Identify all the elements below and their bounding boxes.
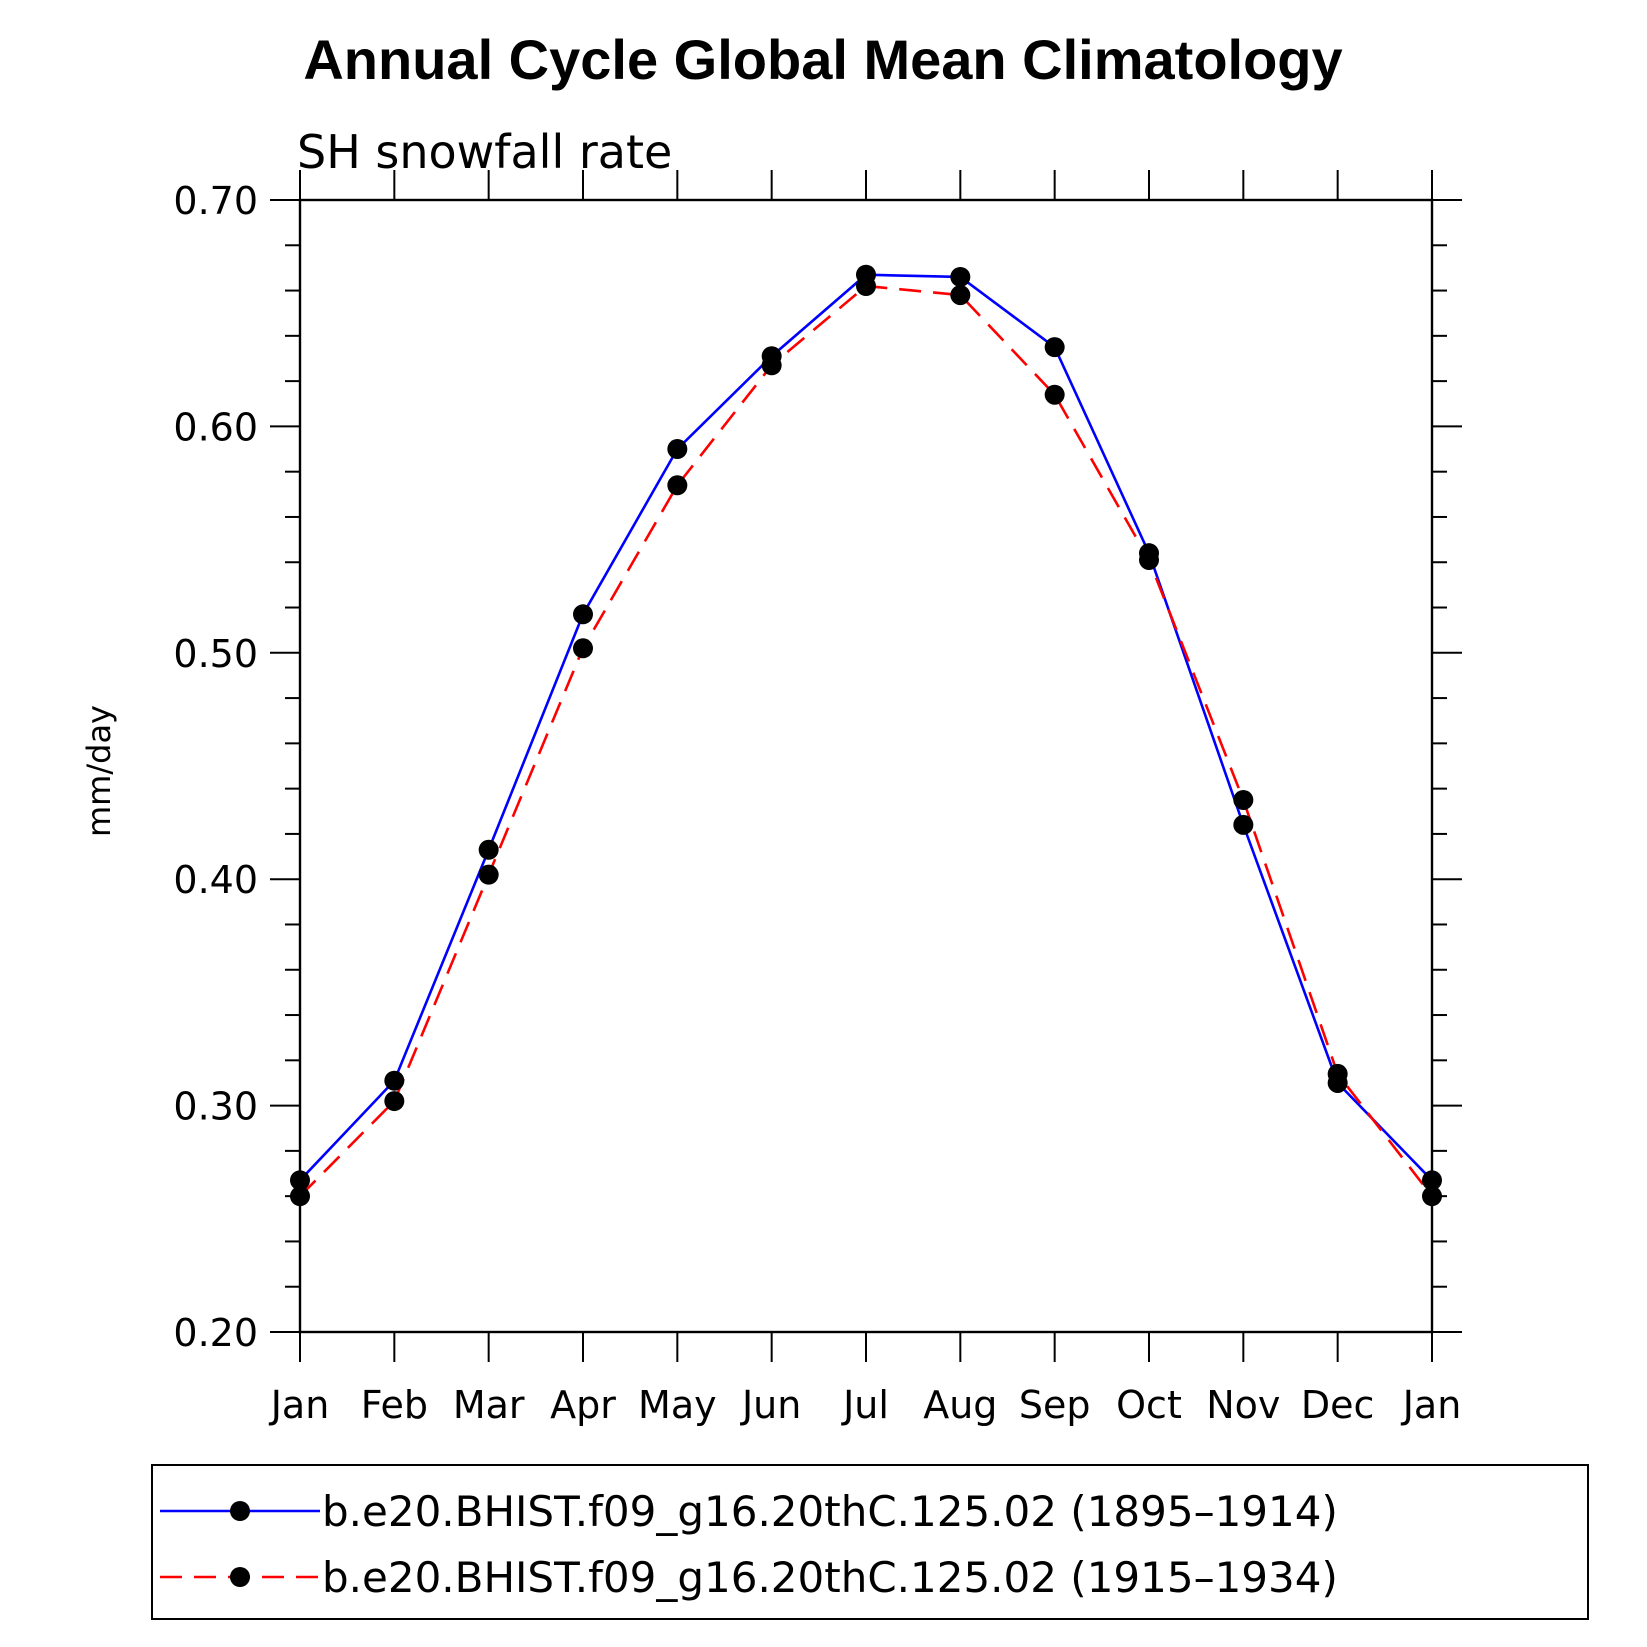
x-tick-label: Nov — [1206, 1383, 1280, 1427]
data-point-series-1: Feb: 0.311 — [384, 1070, 405, 1091]
data-point-series-2: Jan: 0.26 — [290, 1186, 310, 1207]
data-point-series-2: Sep: 0.614 — [1044, 384, 1065, 405]
data-point-series-2: Mar: 0.402 — [478, 864, 499, 885]
data-point-series-2: Dec: 0.314 — [1327, 1063, 1348, 1084]
plot-frame — [298, 198, 1434, 1334]
legend-box — [151, 1464, 1589, 1620]
chart-subtitle: SH snowfall rate — [297, 125, 672, 179]
data-point-series-1: Jan: 0.267 — [1422, 1170, 1442, 1191]
y-tick-label: 0.60 — [173, 405, 258, 449]
data-point-series-2: Jul: 0.662 — [856, 276, 876, 297]
data-point-series-1: Nov: 0.424 — [1233, 814, 1254, 835]
y-tick-label: 0.20 — [173, 1311, 258, 1355]
legend-marker-series-1 — [230, 1501, 250, 1521]
y-tick-label: 0.70 — [173, 179, 258, 223]
x-tick-label: Aug — [923, 1383, 997, 1427]
y-tick-label: 0.30 — [173, 1085, 258, 1129]
x-tick-label: Oct — [1116, 1383, 1182, 1427]
x-tick-label: May — [638, 1383, 717, 1427]
data-point-series-2: Jan: 0.26 — [1422, 1186, 1442, 1207]
data-point-series-2: Apr: 0.502 — [573, 638, 593, 659]
x-tick-label: Dec — [1301, 1383, 1375, 1427]
data-point-series-2: May: 0.574 — [667, 475, 688, 496]
x-tick-label: Mar — [453, 1383, 525, 1427]
data-point-series-2: Oct: 0.541 — [1139, 549, 1159, 570]
y-axis-label: mm/day — [80, 705, 118, 837]
data-point-series-1: May: 0.59 — [667, 439, 688, 460]
x-tick-label: Apr — [550, 1383, 616, 1427]
y-tick-label: 0.50 — [173, 632, 258, 676]
data-point-series-2: Nov: 0.435 — [1233, 789, 1254, 810]
x-tick-label: Sep — [1019, 1383, 1091, 1427]
data-point-series-1: Apr: 0.517 — [573, 604, 593, 625]
x-tick-label: Jan — [1401, 1383, 1462, 1427]
legend-label-series-2: b.e20.BHIST.f09_g16.20thC.125.02 (1915–1… — [322, 1553, 1338, 1602]
data-point-series-1: Jan: 0.267 — [290, 1170, 310, 1191]
series-line-2 — [299, 284, 1434, 1198]
legend-marker-series-2 — [230, 1567, 250, 1587]
legend: b.e20.BHIST.f09_g16.20thC.125.02 (1895–1… — [151, 1464, 1589, 1620]
legend-label-series-1: b.e20.BHIST.f09_g16.20thC.125.02 (1895–1… — [322, 1487, 1338, 1536]
x-tick-label: Jul — [841, 1383, 889, 1427]
data-point-series-2: Jun: 0.627 — [761, 355, 782, 376]
x-tick-label: Jan — [269, 1383, 330, 1427]
data-point-series-1: Mar: 0.413 — [478, 839, 499, 860]
x-tick-label: Jun — [740, 1383, 801, 1427]
data-point-series-2: Feb: 0.302 — [384, 1091, 405, 1112]
series-layer: Jan: 0.267 Feb: 0.311 Mar: 0.413 Apr: 0.517… — [290, 264, 1442, 1207]
y-tick-label: 0.40 — [173, 858, 258, 902]
data-point-series-1: Sep: 0.635 — [1044, 337, 1065, 358]
series-line-1 — [299, 273, 1433, 1182]
data-point-series-2: Aug: 0.658 — [950, 285, 971, 306]
data-point-series-1: Aug: 0.666 — [950, 266, 971, 287]
x-tick-label: Feb — [361, 1383, 428, 1427]
plot-axes: 0.20 0.30 0.40 0.50 0.60 0.70 Jan Feb Mar Apr May J… — [173, 170, 1462, 1427]
chart-title: Annual Cycle Global Mean Climatology — [303, 28, 1342, 91]
